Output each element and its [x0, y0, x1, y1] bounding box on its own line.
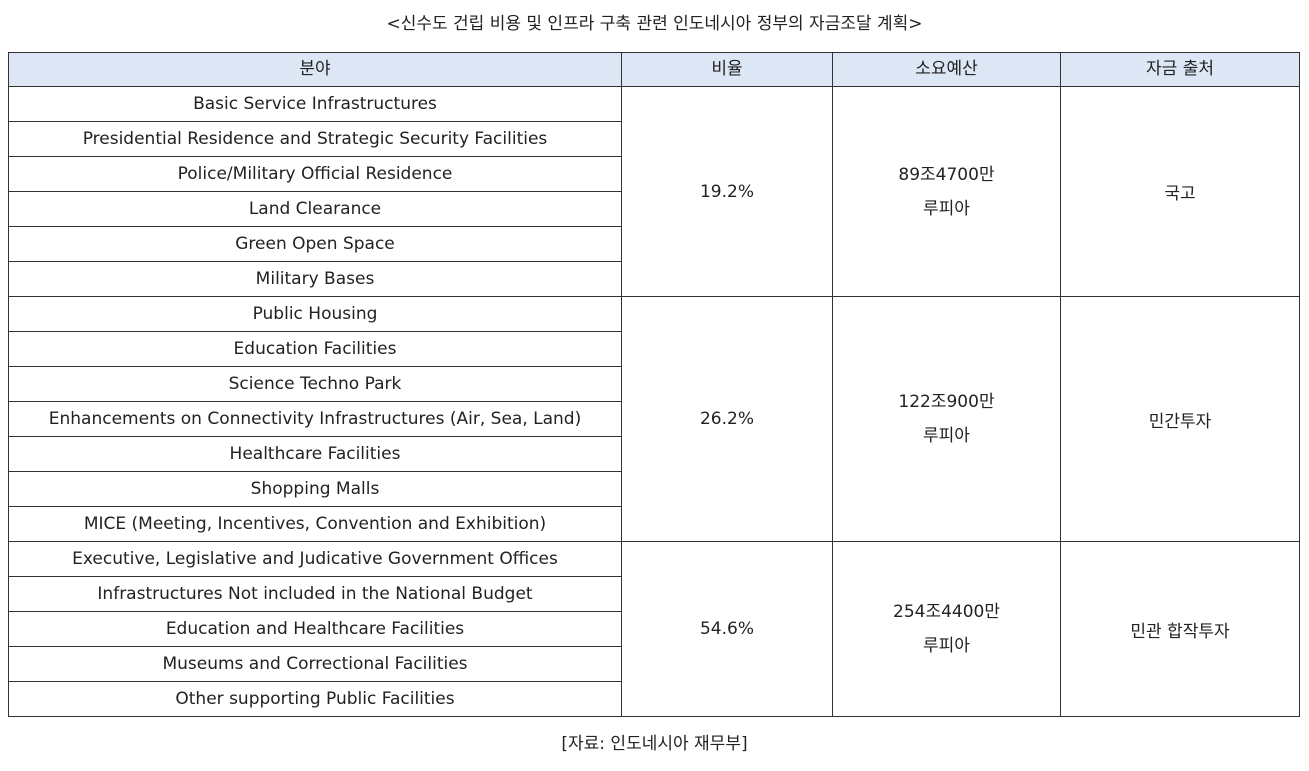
funding-source-cell: 민간투자 — [1060, 296, 1300, 542]
field-cell: Education and Healthcare Facilities — [8, 611, 622, 647]
field-cell: Land Clearance — [8, 191, 622, 227]
field-cell: Green Open Space — [8, 226, 622, 262]
ratio-cell: 26.2% — [621, 296, 833, 542]
budget-cell: 122조900만 루피아 — [832, 296, 1061, 542]
field-cell: Museums and Correctional Facilities — [8, 646, 622, 682]
table-row: Science Techno Park — [8, 366, 1300, 402]
budget-cell: 89조4700만 루피아 — [832, 86, 1061, 297]
table-row: Green Open Space — [8, 226, 1300, 262]
field-cell: Executive, Legislative and Judicative Go… — [8, 541, 622, 577]
field-cell: MICE (Meeting, Incentives, Convention an… — [8, 506, 622, 542]
header-budget: 소요예산 — [832, 52, 1061, 87]
field-cell: Education Facilities — [8, 331, 622, 367]
funding-source-cell: 국고 — [1060, 86, 1300, 297]
source-note: [자료: 인도네시아 재무부] — [561, 734, 748, 754]
budget-amount: 122조900만 — [898, 392, 995, 412]
ratio-cell: 19.2% — [621, 86, 833, 297]
field-cell: Presidential Residence and Strategic Sec… — [8, 121, 622, 157]
table-row: Executive, Legislative and Judicative Go… — [8, 541, 1300, 717]
budget-unit: 루피아 — [923, 198, 970, 219]
field-cell: Healthcare Facilities — [8, 436, 622, 472]
table-row: Infrastructures Not included in the Nati… — [8, 576, 1300, 612]
table-row: Education Facilities — [8, 331, 1300, 367]
field-cell: Science Techno Park — [8, 366, 622, 402]
table-row: Other supporting Public Facilities — [8, 681, 1300, 717]
table-header-row: 분야 비율 소요예산 자금 출처 — [8, 52, 1300, 87]
header-field: 분야 — [8, 52, 622, 87]
funding-source-cell: 민관 합작투자 — [1060, 541, 1300, 717]
field-cell: Shopping Malls — [8, 471, 622, 507]
funding-plan-table: 분야 비율 소요예산 자금 출처 Basic Service Infrastru… — [8, 52, 1300, 717]
budget-cell: 254조4400만 루피아 — [832, 541, 1061, 717]
ratio-cell: 54.6% — [621, 541, 833, 717]
field-cell: Police/Military Official Residence — [8, 156, 622, 192]
field-cell: Infrastructures Not included in the Nati… — [8, 576, 622, 612]
field-cell: Basic Service Infrastructures — [8, 86, 622, 122]
field-cell: Other supporting Public Facilities — [8, 681, 622, 717]
table-row: MICE (Meeting, Incentives, Convention an… — [8, 506, 1300, 542]
table-row: Basic Service Infrastructures 19.2% 89조4… — [8, 86, 1300, 297]
table-row: Museums and Correctional Facilities — [8, 646, 1300, 682]
table-title: <신수도 건립 비용 및 인프라 구축 관련 인도네시아 정부의 자금조달 계획… — [386, 14, 923, 34]
table-row: Education and Healthcare Facilities — [8, 611, 1300, 647]
header-funding-source: 자금 출처 — [1060, 52, 1300, 87]
field-cell: Military Bases — [8, 261, 622, 297]
table-row: Police/Military Official Residence — [8, 156, 1300, 192]
budget-unit: 루피아 — [923, 426, 970, 446]
table-row: Public Housing 26.2% 122조900만 루피아 민간투자 — [8, 296, 1300, 542]
budget-amount: 254조4400만 — [893, 602, 1000, 622]
header-ratio: 비율 — [621, 52, 833, 87]
table-row: Presidential Residence and Strategic Sec… — [8, 121, 1300, 157]
table-row: Enhancements on Connectivity Infrastruct… — [8, 401, 1300, 437]
field-cell: Public Housing — [8, 296, 622, 332]
table-row: Healthcare Facilities — [8, 436, 1300, 472]
table-row: Shopping Malls — [8, 471, 1300, 507]
field-cell: Enhancements on Connectivity Infrastruct… — [8, 401, 622, 437]
budget-amount: 89조4700만 — [898, 164, 995, 185]
budget-unit: 루피아 — [923, 636, 970, 656]
